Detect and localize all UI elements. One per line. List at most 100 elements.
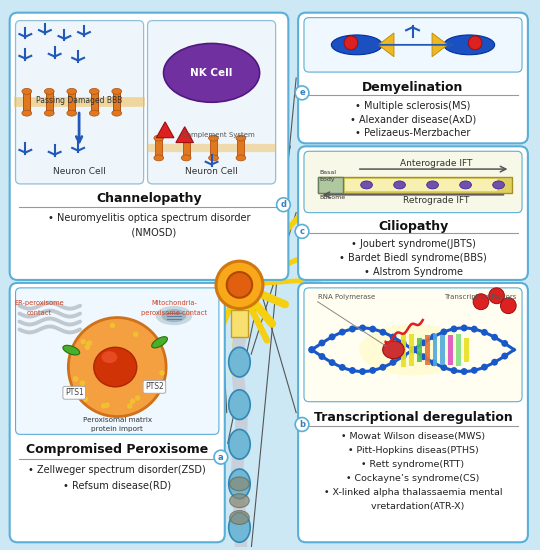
- FancyBboxPatch shape: [304, 288, 522, 402]
- Ellipse shape: [236, 155, 246, 161]
- Text: • Rett syndrome(RTT): • Rett syndrome(RTT): [361, 460, 464, 469]
- Ellipse shape: [230, 477, 249, 491]
- Text: Retrograde IFT: Retrograde IFT: [403, 196, 469, 205]
- Circle shape: [308, 346, 315, 353]
- Ellipse shape: [229, 390, 250, 420]
- Ellipse shape: [361, 181, 373, 189]
- Bar: [417, 338, 422, 361]
- Circle shape: [214, 450, 228, 464]
- Text: • Joubert syndrome(JBTS): • Joubert syndrome(JBTS): [350, 239, 475, 249]
- Text: • Pitt-Hopkins diseas(PTHS): • Pitt-Hopkins diseas(PTHS): [348, 446, 478, 455]
- Ellipse shape: [229, 430, 250, 459]
- Bar: [464, 338, 469, 361]
- Bar: [113, 91, 120, 113]
- Text: Demyelination: Demyelination: [362, 81, 464, 94]
- Ellipse shape: [181, 135, 191, 141]
- Ellipse shape: [229, 469, 250, 499]
- Ellipse shape: [89, 89, 99, 95]
- Bar: [401, 333, 406, 366]
- Ellipse shape: [492, 181, 504, 189]
- Circle shape: [156, 380, 161, 386]
- Circle shape: [441, 364, 447, 371]
- Circle shape: [104, 403, 110, 408]
- FancyBboxPatch shape: [304, 18, 522, 72]
- FancyBboxPatch shape: [10, 283, 225, 542]
- Circle shape: [349, 326, 356, 332]
- Ellipse shape: [22, 110, 32, 116]
- Text: vretardation(ATR-X): vretardation(ATR-X): [362, 502, 464, 511]
- FancyBboxPatch shape: [298, 13, 528, 144]
- Bar: [23, 91, 30, 113]
- Text: • Bardet Biedl syndrome(BBS): • Bardet Biedl syndrome(BBS): [339, 253, 487, 263]
- Circle shape: [369, 326, 376, 333]
- Polygon shape: [176, 126, 193, 142]
- Circle shape: [80, 380, 85, 386]
- Ellipse shape: [162, 310, 186, 322]
- Circle shape: [133, 332, 138, 337]
- Circle shape: [101, 403, 106, 409]
- Circle shape: [410, 346, 417, 353]
- Text: a: a: [218, 453, 224, 461]
- Ellipse shape: [444, 35, 495, 55]
- Ellipse shape: [89, 110, 99, 116]
- Text: ER-peroxisome: ER-peroxisome: [14, 300, 64, 306]
- Bar: [46, 91, 53, 113]
- Ellipse shape: [67, 110, 77, 116]
- Circle shape: [400, 353, 407, 360]
- Text: Basal: Basal: [320, 170, 336, 175]
- Text: Neuron Cell: Neuron Cell: [185, 167, 238, 176]
- Bar: [210, 138, 217, 158]
- Circle shape: [295, 224, 309, 238]
- FancyBboxPatch shape: [298, 146, 528, 280]
- Text: • Pelizaeus-Merzbacher: • Pelizaeus-Merzbacher: [355, 129, 471, 139]
- Text: protein import: protein import: [91, 426, 143, 432]
- Ellipse shape: [44, 89, 54, 95]
- FancyBboxPatch shape: [298, 283, 528, 542]
- Ellipse shape: [236, 135, 246, 141]
- Text: Compromised Peroxisome: Compromised Peroxisome: [26, 443, 208, 456]
- Circle shape: [430, 333, 437, 340]
- Ellipse shape: [229, 347, 250, 377]
- Text: Channelopathy: Channelopathy: [96, 192, 202, 205]
- Circle shape: [473, 294, 489, 310]
- Text: • Alstrom Syndrome: • Alstrom Syndrome: [363, 267, 462, 277]
- Bar: [456, 334, 461, 366]
- Text: Complement System: Complement System: [181, 131, 254, 138]
- Circle shape: [390, 334, 396, 340]
- Circle shape: [461, 368, 468, 375]
- Circle shape: [135, 395, 140, 401]
- Circle shape: [501, 340, 508, 347]
- Circle shape: [430, 359, 437, 366]
- Text: PTS1: PTS1: [65, 388, 84, 397]
- Ellipse shape: [231, 548, 248, 550]
- Bar: [183, 138, 190, 158]
- Ellipse shape: [394, 181, 406, 189]
- Circle shape: [410, 346, 417, 354]
- Text: d: d: [280, 200, 286, 209]
- Bar: [409, 334, 414, 366]
- Circle shape: [461, 324, 468, 332]
- Bar: [448, 335, 453, 365]
- Circle shape: [380, 364, 386, 371]
- Bar: [318, 177, 512, 193]
- Text: Neuron Cell: Neuron Cell: [53, 167, 106, 176]
- Circle shape: [69, 317, 166, 416]
- Ellipse shape: [152, 337, 167, 348]
- Bar: [156, 138, 162, 158]
- Circle shape: [369, 367, 376, 374]
- Text: BBSome: BBSome: [320, 195, 346, 200]
- Circle shape: [450, 326, 457, 332]
- Text: Ciliopathy: Ciliopathy: [378, 219, 448, 233]
- Text: RNA Polymerase: RNA Polymerase: [318, 294, 375, 300]
- Circle shape: [468, 36, 482, 50]
- Text: peroxisome contact: peroxisome contact: [141, 310, 207, 316]
- Text: b: b: [299, 420, 305, 429]
- Ellipse shape: [154, 135, 164, 141]
- Ellipse shape: [63, 345, 80, 355]
- Ellipse shape: [332, 35, 382, 55]
- Ellipse shape: [112, 110, 122, 116]
- Ellipse shape: [208, 135, 218, 141]
- Circle shape: [295, 417, 309, 431]
- Text: Mitochondria-: Mitochondria-: [151, 300, 197, 306]
- Circle shape: [471, 326, 478, 333]
